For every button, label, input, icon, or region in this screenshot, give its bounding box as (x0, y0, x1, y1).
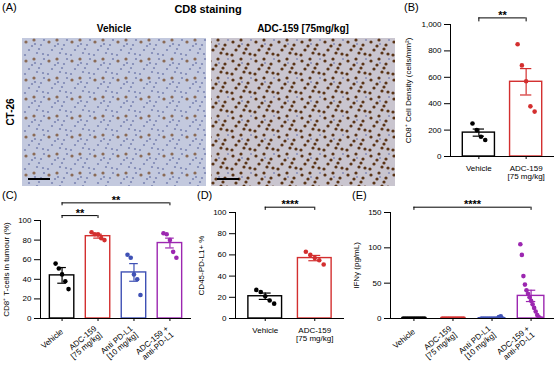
svg-text:150: 150 (368, 208, 382, 217)
svg-text:0: 0 (222, 314, 227, 323)
html-text:(A): (A) (2, 1, 17, 13)
svg-text:CT-26: CT-26 (5, 98, 16, 126)
svg-text:400: 400 (428, 99, 442, 108)
svg-text:100: 100 (18, 216, 32, 225)
svg-text:Anti PD-L1[10 mg/kg]: Anti PD-L1[10 mg/kg] (457, 324, 498, 362)
svg-text:100: 100 (368, 243, 382, 252)
svg-text:40: 40 (23, 275, 32, 284)
svg-text:1,000: 1,000 (421, 20, 442, 29)
svg-text:60: 60 (218, 250, 227, 259)
svg-text:**: ** (498, 9, 507, 21)
svg-text:CD8⁺ T-cells in tumour (%): CD8⁺ T-cells in tumour (%) (2, 222, 11, 317)
svg-text:ADC-159[75 mg/kg]: ADC-159[75 mg/kg] (419, 324, 459, 361)
svg-text:600: 600 (428, 73, 442, 82)
svg-text:ADC-159 +anti-PD-L1: ADC-159 +anti-PD-L1 (495, 324, 537, 363)
svg-text:20: 20 (23, 294, 32, 303)
svg-text:100: 100 (213, 208, 227, 217)
svg-text:800: 800 (428, 46, 442, 55)
svg-text:0: 0 (437, 152, 442, 161)
html-text:(C): (C) (2, 189, 18, 201)
svg-text:Vehicle: Vehicle (39, 327, 65, 351)
svg-text:Vehicle: Vehicle (97, 23, 132, 34)
svg-text:Anti PD-L1[10 mg/kg]: Anti PD-L1[10 mg/kg] (99, 324, 140, 362)
svg-text:ADC-159 [75mg/kg]: ADC-159 [75mg/kg] (257, 23, 349, 34)
svg-text:50: 50 (373, 279, 382, 288)
html-text:(B): (B) (404, 1, 419, 13)
svg-text:80: 80 (23, 236, 32, 245)
svg-text:40: 40 (218, 272, 227, 281)
svg-text:200: 200 (428, 126, 442, 135)
svg-text:****: **** (464, 198, 482, 210)
svg-text:CD45-PD-L1+ %: CD45-PD-L1+ % (197, 236, 206, 296)
svg-text:**: ** (112, 194, 121, 206)
svg-text:0: 0 (377, 314, 382, 323)
svg-text:ADC-159[75 mg/kg]: ADC-159[75 mg/kg] (64, 324, 104, 361)
svg-text:0: 0 (27, 314, 32, 323)
svg-text:**: ** (76, 207, 85, 219)
svg-text:CD8 staining: CD8 staining (174, 3, 241, 15)
svg-text:Vehicle: Vehicle (391, 327, 417, 351)
svg-text:60: 60 (23, 255, 32, 264)
html-text:(E): (E) (352, 189, 367, 201)
html-text:(D): (D) (197, 189, 213, 201)
svg-text:ADC-159[75 mg/kg]: ADC-159[75 mg/kg] (507, 164, 544, 181)
svg-text:20: 20 (218, 293, 227, 302)
svg-text:80: 80 (218, 229, 227, 238)
svg-text:IFNγ (pg/mL): IFNγ (pg/mL) (352, 242, 361, 289)
svg-text:****: **** (281, 198, 299, 210)
svg-text:Vehicle: Vehicle (252, 326, 278, 335)
svg-text:Vehicle: Vehicle (466, 164, 492, 173)
svg-text:ADC-159[75 mg/kg]: ADC-159[75 mg/kg] (296, 326, 333, 343)
svg-text:ADC-159 +anti-PD-L1: ADC-159 +anti-PD-L1 (134, 324, 176, 363)
svg-text:CD8⁺ Cell Density (cells/mm²): CD8⁺ Cell Density (cells/mm²) (404, 37, 413, 143)
